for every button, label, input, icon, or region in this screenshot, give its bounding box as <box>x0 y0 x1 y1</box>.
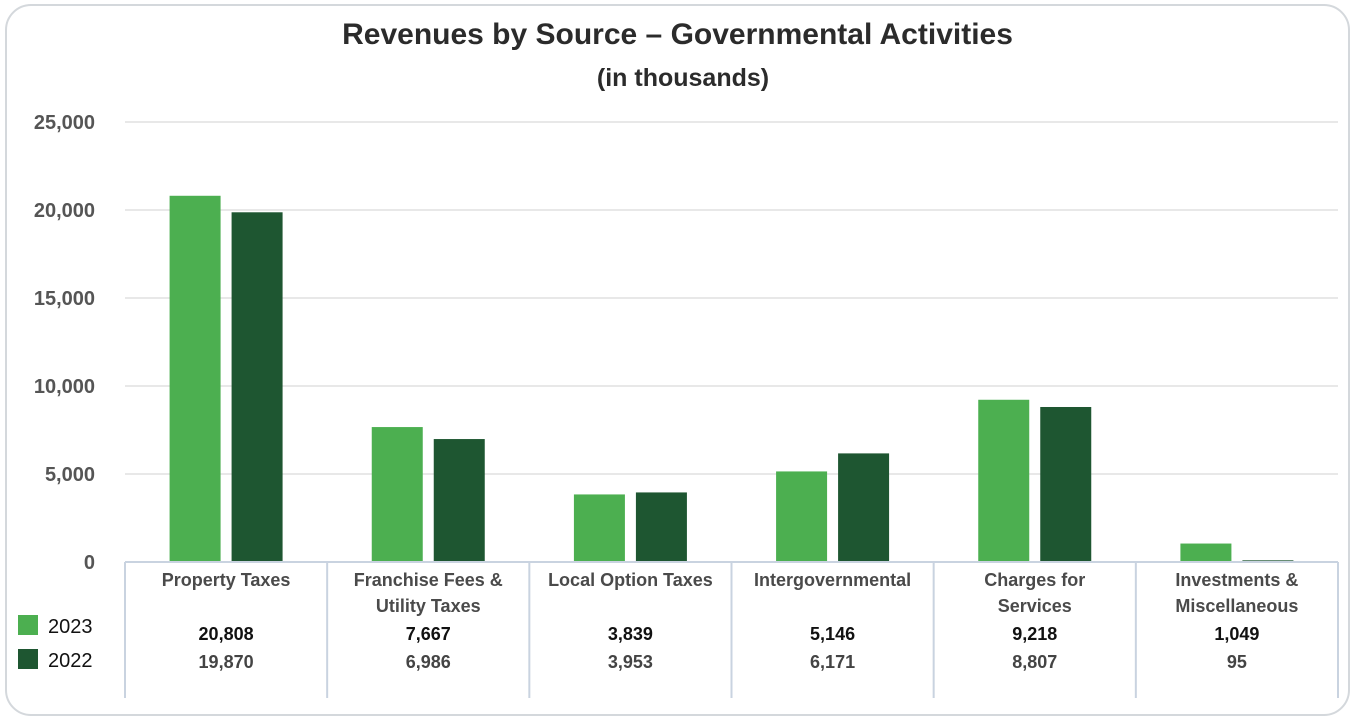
legend: 2023 2022 <box>18 615 93 672</box>
data-label-2022: 6,171 <box>810 652 855 672</box>
y-tick-label: 15,000 <box>34 288 95 310</box>
category-label: Miscellaneous <box>1175 596 1298 616</box>
bars <box>169 195 1294 562</box>
data-label-2022: 6,986 <box>406 652 451 672</box>
legend-label-2023: 2023 <box>48 616 93 638</box>
category-label: Services <box>998 596 1072 616</box>
category-label: Intergovernmental <box>754 570 911 590</box>
y-tick-label: 5,000 <box>45 464 95 486</box>
legend-label-2022: 2022 <box>48 650 93 672</box>
bar-2023 <box>1180 543 1232 562</box>
category-label: Investments & <box>1175 570 1298 590</box>
data-label-2022: 95 <box>1227 652 1247 672</box>
data-label-2022: 3,953 <box>608 652 653 672</box>
chart-title: Revenues by Source – Governmental Activi… <box>342 18 1013 51</box>
category-label: Local Option Taxes <box>548 570 713 590</box>
bar-2023 <box>371 427 423 562</box>
bar-2022 <box>838 453 890 562</box>
y-axis-ticks: 0 5,000 10,000 15,000 20,000 25,000 <box>34 112 95 574</box>
legend-swatch-2023 <box>18 615 38 635</box>
legend-swatch-2022 <box>18 649 38 669</box>
category-label: Franchise Fees & <box>354 570 503 590</box>
category-label: Property Taxes <box>162 570 291 590</box>
bar-2023 <box>169 195 221 562</box>
bar-2022 <box>433 439 485 562</box>
category-label: Utility Taxes <box>376 596 481 616</box>
data-label-2022: 8,807 <box>1012 652 1057 672</box>
bar-2022 <box>635 492 687 562</box>
data-label-2022: 19,870 <box>199 652 254 672</box>
y-tick-label: 20,000 <box>34 200 95 222</box>
chart-subtitle: (in thousands) <box>596 64 770 92</box>
data-label-2023: 3,839 <box>608 624 653 644</box>
category-label: Charges for <box>984 570 1085 590</box>
bar-2023 <box>978 399 1030 562</box>
data-label-2023: 1,049 <box>1214 624 1259 644</box>
bar-2022 <box>231 212 283 562</box>
data-label-2023: 5,146 <box>810 624 855 644</box>
y-tick-label: 0 <box>84 552 95 574</box>
y-tick-label: 25,000 <box>34 112 95 134</box>
data-label-2023: 7,667 <box>406 624 451 644</box>
data-label-2023: 9,218 <box>1012 624 1057 644</box>
data-table: Property Taxes 20,808 19,870 Franchise Fees… <box>124 561 1339 698</box>
data-label-2023: 20,808 <box>199 624 254 644</box>
bar-2023 <box>776 471 828 562</box>
bar-2022 <box>1040 406 1092 562</box>
y-tick-label: 10,000 <box>34 376 95 398</box>
bar-2023 <box>573 494 625 562</box>
gridlines <box>125 121 1338 475</box>
